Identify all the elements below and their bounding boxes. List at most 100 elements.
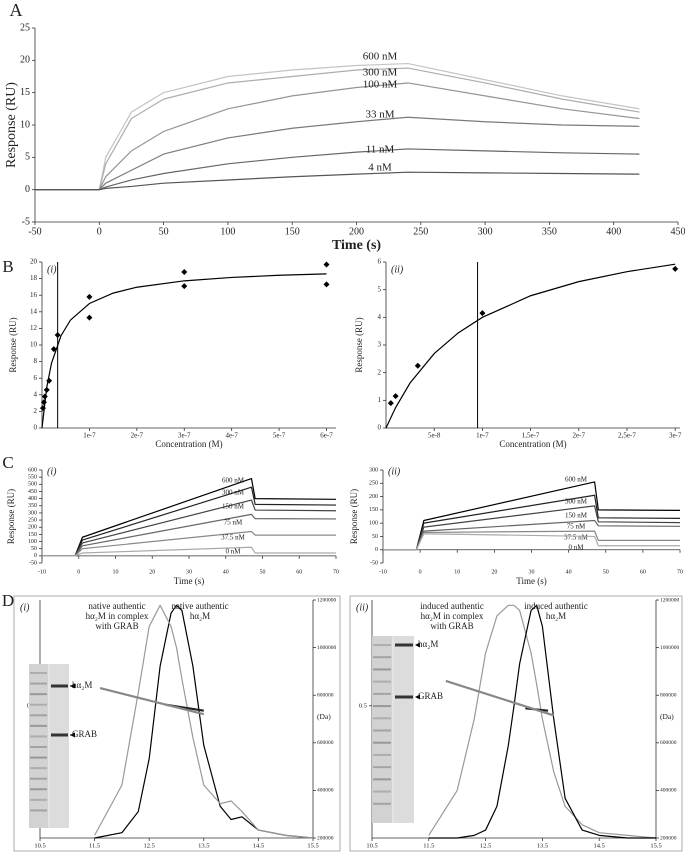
y-tick-label: 10 xyxy=(20,119,30,130)
data-point xyxy=(46,377,53,384)
gel-band xyxy=(373,644,391,646)
x-tick-label: 70 xyxy=(677,569,683,575)
series-label: 0 nM xyxy=(226,548,242,556)
gel-arrowhead xyxy=(70,683,75,689)
y-tick-label: 100 xyxy=(369,521,378,527)
series-label: 4 nM xyxy=(368,162,392,174)
x-tick-label: 400 xyxy=(606,226,621,237)
x-tick-label: -10 xyxy=(38,569,46,575)
panel-frame xyxy=(349,595,683,852)
gel-lane xyxy=(394,636,414,823)
gel-band xyxy=(373,680,391,683)
panel-sublabel: (ii) xyxy=(388,466,401,477)
gel-band xyxy=(30,672,47,674)
gel-band xyxy=(30,809,47,812)
x-tick-label: 2e-7 xyxy=(131,432,144,440)
gel-band xyxy=(373,705,391,708)
panel-sublabel: (i) xyxy=(20,602,30,613)
y-tick-label: 200 xyxy=(369,494,378,500)
y-tick-label: -5 xyxy=(22,216,30,227)
y-axis-title: Response (RU) xyxy=(4,82,19,168)
panel-sublabel: (ii) xyxy=(391,264,404,275)
annotation: hα₂M xyxy=(190,611,210,621)
x-tick-label: 11.5 xyxy=(89,842,100,849)
series-label: 37.5 nM xyxy=(221,534,246,542)
y-tick-label: 5 xyxy=(25,152,30,163)
y2-tick-label: 600000 xyxy=(660,740,677,746)
annotation: native authentic xyxy=(88,601,145,611)
x-tick-label: 200 xyxy=(349,226,364,237)
data-point xyxy=(43,386,50,393)
x-tick-label: 15.5 xyxy=(650,842,661,849)
series-label: 150 nM xyxy=(222,503,245,511)
x-tick-label: 40 xyxy=(566,569,572,575)
gel-band xyxy=(30,756,47,759)
gel-label: GRAB xyxy=(72,729,97,739)
panel-letter: B xyxy=(2,257,13,276)
x-tick-label: 13.5 xyxy=(198,842,209,849)
y-tick-label: -50 xyxy=(29,560,37,566)
gel-arrowhead xyxy=(415,642,420,648)
series-label: 100 nM xyxy=(363,79,398,91)
gel-band xyxy=(30,703,47,706)
y-tick-label: 3 xyxy=(378,341,382,349)
data-point xyxy=(323,281,330,288)
x-tick-label: 20 xyxy=(491,569,497,575)
y2-tick-label: 1000000 xyxy=(660,645,680,651)
y-tick-label: 550 xyxy=(28,475,37,481)
series-line xyxy=(42,546,336,557)
x-tick-label: 0 xyxy=(419,569,422,575)
x-tick-label: 13.5 xyxy=(537,842,548,849)
data-point xyxy=(39,405,46,412)
x-tick-label: 5e-7 xyxy=(273,432,286,440)
series-line xyxy=(383,533,680,551)
x-tick-label: 14.5 xyxy=(594,842,605,849)
gel-arrowhead xyxy=(415,694,420,700)
data-point xyxy=(50,346,57,353)
y-tick-label: 20 xyxy=(30,258,38,266)
data-point xyxy=(86,314,93,321)
annotation: native authentic xyxy=(171,601,228,611)
y-tick-label: 0 xyxy=(34,424,38,432)
y-tick-label: 2 xyxy=(378,368,382,376)
x-tick-label: 12.5 xyxy=(144,842,155,849)
y-tick-label: 350 xyxy=(28,503,37,509)
x-tick-label: 300 xyxy=(478,226,493,237)
panel-sublabel: (i) xyxy=(47,264,57,275)
y-tick-label: 500 xyxy=(28,482,37,488)
y-tick-label: 8 xyxy=(34,357,38,365)
series-label: 600 nM xyxy=(363,51,398,63)
data-point xyxy=(392,393,399,400)
y-tick-label: 400 xyxy=(28,496,37,502)
series-line xyxy=(428,604,657,839)
series-line xyxy=(94,604,314,839)
gel-label: hα₂M xyxy=(418,639,438,649)
series-label: 600 nM xyxy=(222,477,245,485)
gel-band xyxy=(373,766,391,769)
series-line xyxy=(35,171,640,191)
y2-axis-title: (Da) xyxy=(660,712,674,721)
y-tick-label: 250 xyxy=(369,481,378,487)
panel-frame xyxy=(13,595,341,852)
y-axis-title: Response (RU) xyxy=(8,317,18,372)
y-tick-label: 0 xyxy=(34,553,37,559)
gel-band xyxy=(30,724,47,727)
gel-band xyxy=(51,684,68,688)
y-tick-label: 300 xyxy=(28,510,37,516)
x-tick-label: 6e-7 xyxy=(320,432,333,440)
series-label: 0 nM xyxy=(569,544,585,552)
x-tick-label: 3e-7 xyxy=(669,432,682,440)
gel-band xyxy=(373,753,391,756)
gel-band xyxy=(373,741,391,744)
x-tick-label: 100 xyxy=(220,226,235,237)
gel-band xyxy=(30,682,47,685)
y-tick-label: 6 xyxy=(378,258,382,266)
y2-tick-label: 1000000 xyxy=(317,645,337,651)
y-tick-label: 14 xyxy=(30,307,38,315)
y2-tick-label: 600000 xyxy=(317,740,334,746)
gel-band xyxy=(373,729,391,732)
y-tick-label: 6 xyxy=(34,374,38,382)
panel-letter: A xyxy=(10,0,23,20)
y-tick-label: 10 xyxy=(30,341,38,349)
